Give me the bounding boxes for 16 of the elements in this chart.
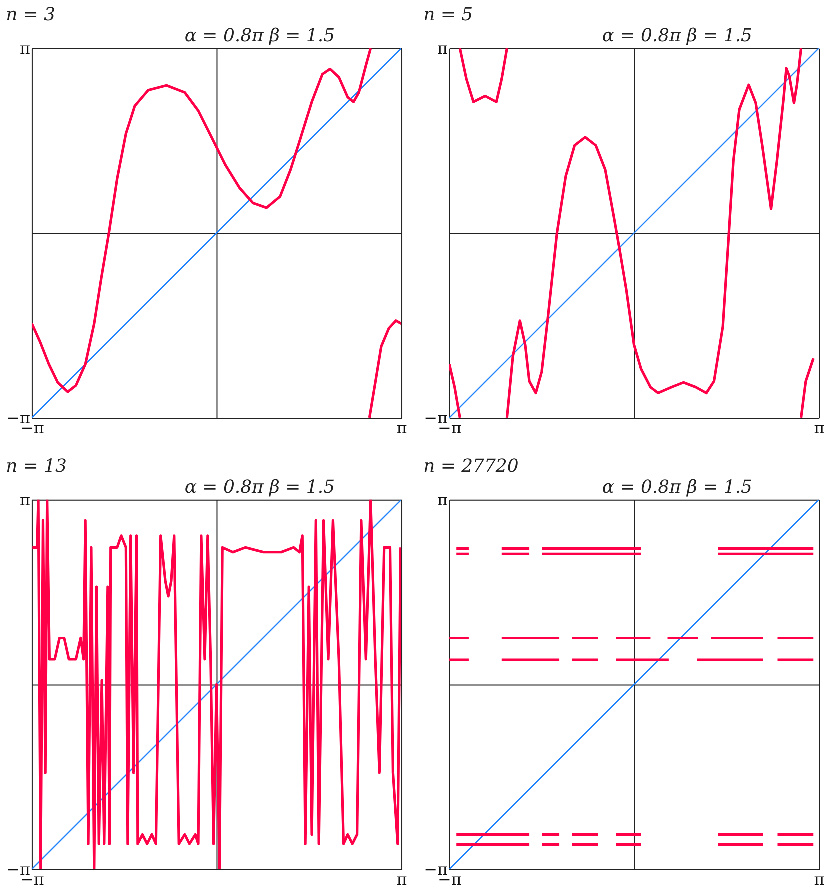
x-tick-label: π	[814, 418, 825, 438]
x-tick-label: π	[396, 418, 408, 438]
chart-title: n = 3	[6, 4, 56, 26]
text: α = 0.8π β = 1.5	[184, 476, 335, 498]
text: α = 0.8π β = 1.5	[184, 25, 335, 46]
y-tick-label: π	[20, 38, 30, 58]
text: α = 0.8π β = 1.5	[602, 25, 752, 46]
y-tick-label: π	[437, 490, 448, 510]
chart-title: n = 27720	[424, 456, 519, 477]
chart-title: n = 13	[6, 456, 67, 477]
y-tick-label: π	[437, 38, 448, 58]
y-tick-label: π	[20, 490, 30, 510]
chart-title: n = 5	[424, 4, 474, 26]
x-tick-label: π	[814, 870, 825, 889]
x-tick-label: π	[396, 870, 408, 889]
text: α = 0.8π β = 1.5	[602, 476, 752, 498]
